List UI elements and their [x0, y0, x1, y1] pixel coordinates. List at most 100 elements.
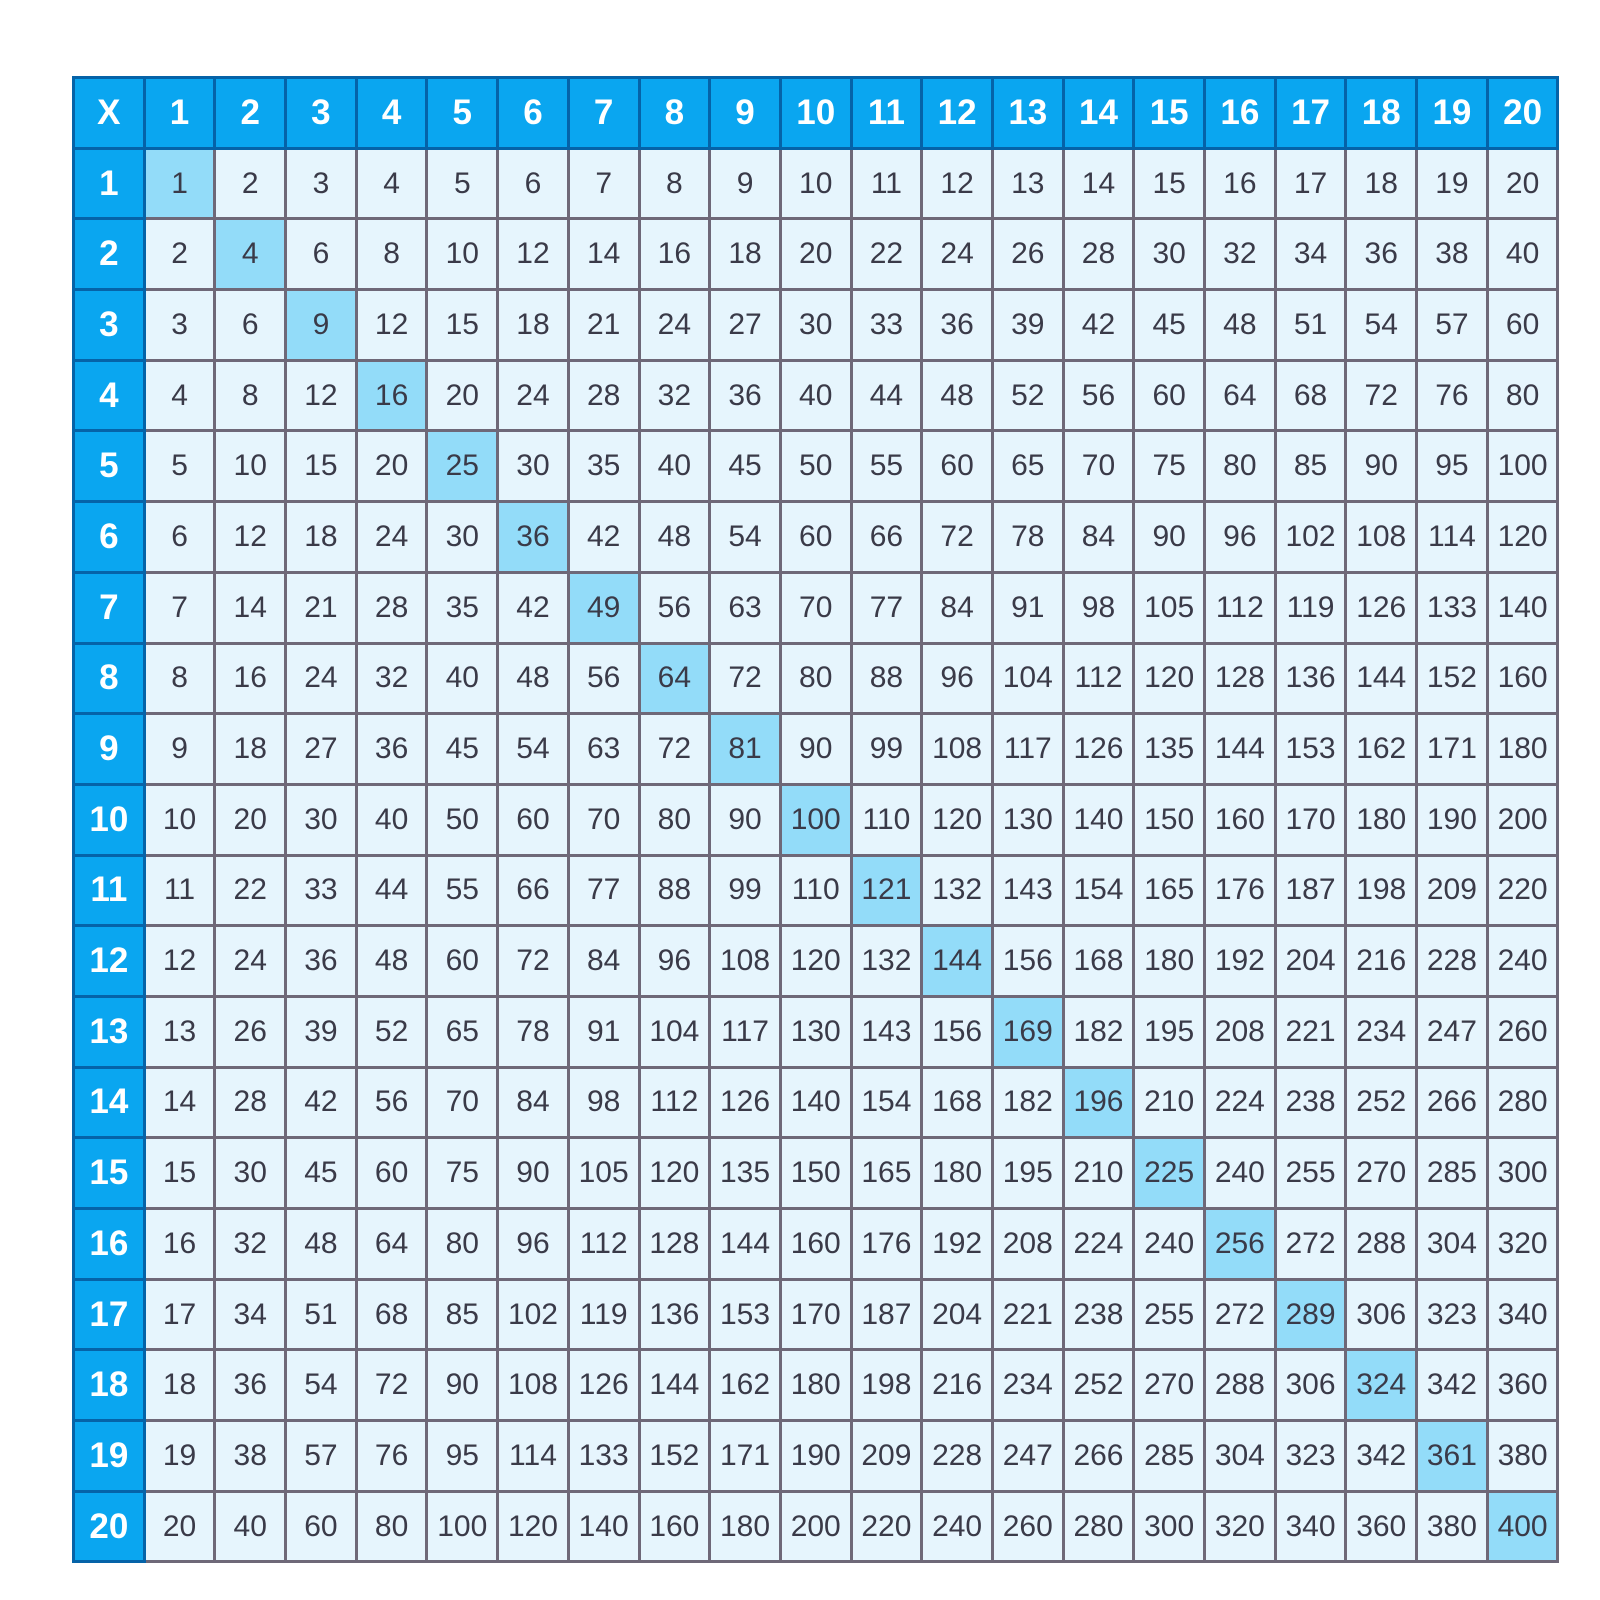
multiplication-table: X 1 2 3 4 5 6 7 8 9 10 11 12 13 14 15 16 17 18 19 20 1 1 2 3 4 5 6 7…: [72, 76, 1560, 1564]
diagonal-cell: 169: [990, 994, 1065, 1069]
product-cell: 187: [849, 1277, 924, 1352]
product-cell: 95: [425, 1419, 500, 1493]
product-cell: 16: [213, 641, 288, 716]
product-cell: 96: [1203, 500, 1277, 574]
product-cell: 171: [708, 1419, 782, 1493]
product-cell: 306: [1344, 1277, 1419, 1352]
product-cell: 270: [1344, 1136, 1419, 1210]
product-cell: 10: [425, 217, 500, 292]
product-cell: 76: [1415, 358, 1489, 433]
product-cell: 4: [354, 146, 429, 221]
product-cell: 60: [920, 429, 994, 504]
product-cell: 50: [425, 782, 500, 857]
table-row: 14 14 28 42 56 70 84 98 112 126 140 154 168 182 196 210…: [72, 1065, 1560, 1140]
product-cell: 72: [920, 500, 994, 574]
diagonal-cell: 144: [920, 924, 994, 998]
row-header: 2: [72, 217, 146, 292]
column-header: 20: [1485, 76, 1560, 150]
product-cell: 2: [213, 146, 288, 221]
product-cell: 38: [1415, 217, 1489, 292]
product-cell: 76: [354, 1419, 429, 1493]
product-cell: 140: [1485, 570, 1560, 645]
product-cell: 56: [1061, 358, 1136, 433]
product-cell: 360: [1485, 1348, 1560, 1423]
product-cell: 272: [1203, 1277, 1277, 1352]
product-cell: 119: [566, 1277, 641, 1352]
product-cell: 72: [637, 712, 712, 786]
product-cell: 26: [213, 994, 288, 1069]
product-cell: 234: [1344, 994, 1419, 1069]
product-cell: 54: [1344, 288, 1419, 362]
product-cell: 10: [142, 782, 217, 857]
product-cell: 285: [1132, 1419, 1206, 1493]
product-cell: 52: [354, 994, 429, 1069]
product-cell: 165: [1132, 853, 1206, 928]
product-cell: 91: [990, 570, 1065, 645]
product-cell: 30: [213, 1136, 288, 1210]
product-cell: 63: [708, 570, 782, 645]
product-cell: 18: [213, 712, 288, 786]
product-cell: 240: [1485, 924, 1560, 998]
product-cell: 3: [142, 288, 217, 362]
product-cell: 300: [1485, 1136, 1560, 1210]
product-cell: 18: [708, 217, 782, 292]
product-cell: 13: [142, 994, 217, 1069]
product-cell: 156: [920, 994, 994, 1069]
product-cell: 160: [1485, 641, 1560, 716]
product-cell: 8: [142, 641, 217, 716]
column-header: 19: [1415, 76, 1489, 150]
product-cell: 160: [637, 1489, 712, 1564]
product-cell: 6: [142, 500, 217, 574]
table-row: 19 19 38 57 76 95 114 133 152 171 190 209 228 247 266 2…: [72, 1419, 1560, 1493]
product-cell: 108: [496, 1348, 570, 1423]
product-cell: 72: [708, 641, 782, 716]
corner-label: X: [72, 76, 146, 150]
product-cell: 42: [496, 570, 570, 645]
product-cell: 60: [354, 1136, 429, 1210]
row-header: 20: [72, 1489, 146, 1564]
row-header: 16: [72, 1207, 146, 1281]
diagonal-cell: 256: [1203, 1207, 1277, 1281]
product-cell: 84: [1061, 500, 1136, 574]
product-cell: 45: [425, 712, 500, 786]
product-cell: 192: [920, 1207, 994, 1281]
product-cell: 182: [1061, 994, 1136, 1069]
product-cell: 63: [566, 712, 641, 786]
product-cell: 5: [425, 146, 500, 221]
product-cell: 238: [1061, 1277, 1136, 1352]
product-cell: 36: [284, 924, 358, 998]
product-cell: 204: [920, 1277, 994, 1352]
table-row: 12 12 24 36 48 60 72 84 96 108 120 132 144 156 168 180 1…: [72, 924, 1560, 998]
row-header: 7: [72, 570, 146, 645]
product-cell: 240: [1203, 1136, 1277, 1210]
product-cell: 380: [1415, 1489, 1489, 1564]
product-cell: 143: [849, 994, 924, 1069]
product-cell: 80: [425, 1207, 500, 1281]
diagonal-cell: 289: [1273, 1277, 1348, 1352]
product-cell: 126: [1061, 712, 1136, 786]
product-cell: 117: [708, 994, 782, 1069]
product-cell: 28: [213, 1065, 288, 1140]
product-cell: 210: [1132, 1065, 1206, 1140]
product-cell: 33: [849, 288, 924, 362]
product-cell: 18: [496, 288, 570, 362]
product-cell: 5: [142, 429, 217, 504]
product-cell: 228: [920, 1419, 994, 1493]
product-cell: 18: [284, 500, 358, 574]
row-header: 11: [72, 853, 146, 928]
product-cell: 150: [1132, 782, 1206, 857]
product-cell: 15: [284, 429, 358, 504]
product-cell: 154: [849, 1065, 924, 1140]
product-cell: 342: [1344, 1419, 1419, 1493]
product-cell: 80: [1485, 358, 1560, 433]
column-header: 13: [990, 76, 1065, 150]
product-cell: 36: [354, 712, 429, 786]
product-cell: 126: [1344, 570, 1419, 645]
product-cell: 75: [425, 1136, 500, 1210]
product-cell: 252: [1344, 1065, 1419, 1140]
product-cell: 84: [566, 924, 641, 998]
row-header: 6: [72, 500, 146, 574]
product-cell: 195: [1132, 994, 1206, 1069]
product-cell: 112: [1203, 570, 1277, 645]
product-cell: 126: [566, 1348, 641, 1423]
